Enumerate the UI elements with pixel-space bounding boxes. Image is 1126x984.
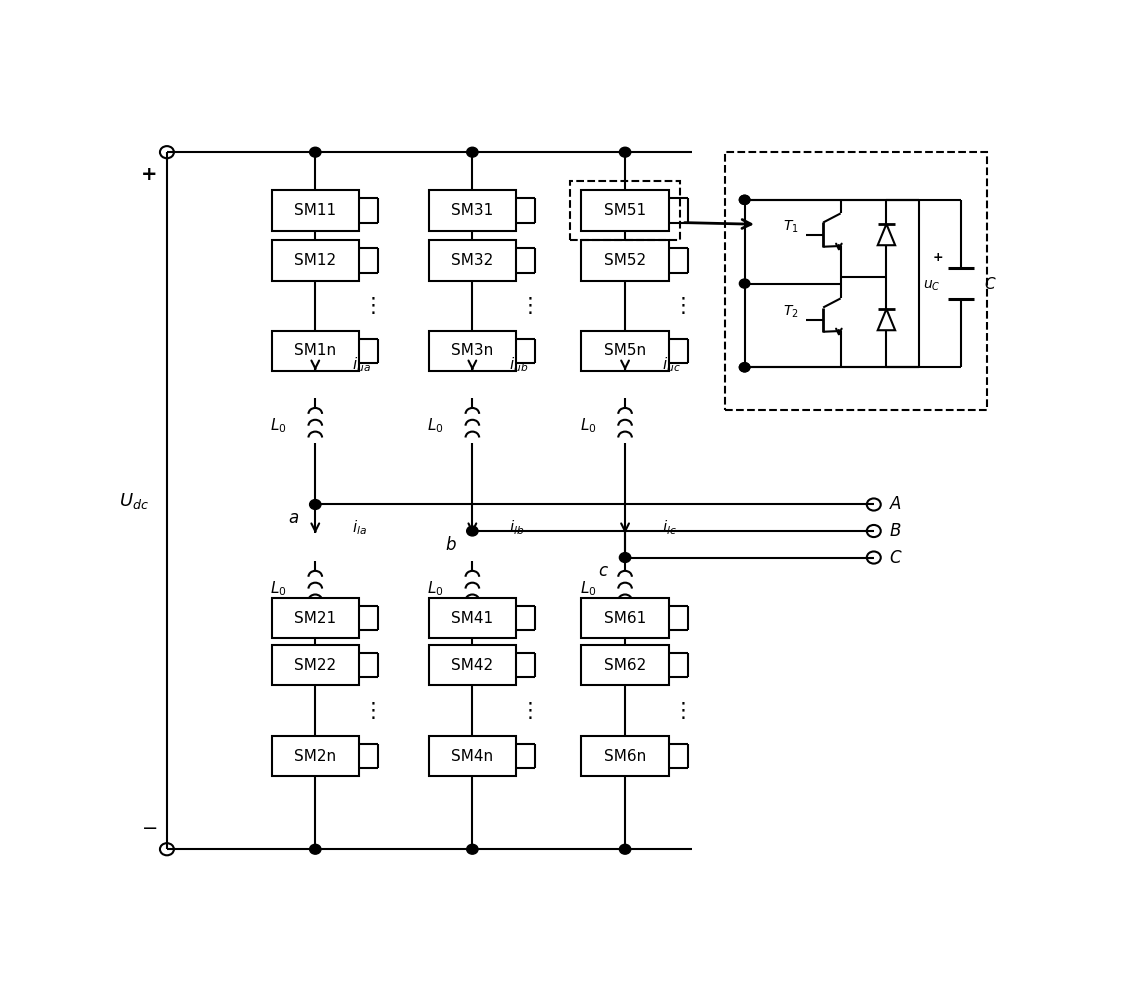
Text: $C$: $C$: [983, 276, 997, 291]
Circle shape: [310, 148, 321, 157]
Text: $L_0$: $L_0$: [270, 580, 287, 598]
Text: +: +: [141, 165, 158, 184]
Text: ⋮: ⋮: [363, 295, 383, 316]
Text: $L_0$: $L_0$: [580, 416, 597, 435]
Bar: [581, 240, 669, 280]
Circle shape: [740, 195, 750, 205]
Bar: [581, 598, 669, 639]
Bar: [429, 598, 516, 639]
Text: $i_{uc}$: $i_{uc}$: [662, 356, 680, 375]
Text: +: +: [932, 251, 942, 264]
Text: ⋮: ⋮: [672, 295, 694, 316]
Text: $B$: $B$: [890, 523, 902, 540]
Bar: [570, 181, 680, 240]
Text: SM22: SM22: [294, 657, 337, 673]
Bar: [581, 646, 669, 685]
Text: $i_{la}$: $i_{la}$: [352, 519, 367, 537]
Text: SM61: SM61: [604, 611, 646, 626]
Circle shape: [740, 363, 750, 372]
Text: SM31: SM31: [452, 203, 493, 218]
Text: $a$: $a$: [288, 509, 300, 527]
Text: SM6n: SM6n: [604, 749, 646, 764]
Bar: [429, 331, 516, 371]
Bar: [429, 646, 516, 685]
Text: $b$: $b$: [445, 535, 457, 554]
Text: SM12: SM12: [294, 253, 337, 268]
Bar: [429, 240, 516, 280]
Text: $L_0$: $L_0$: [428, 416, 444, 435]
Bar: [271, 191, 359, 230]
Circle shape: [619, 148, 631, 157]
Text: $i_{lb}$: $i_{lb}$: [509, 519, 525, 537]
Text: $L_0$: $L_0$: [428, 580, 444, 598]
Circle shape: [466, 526, 479, 536]
Text: $-$: $-$: [142, 817, 158, 836]
Bar: [271, 240, 359, 280]
Text: SM52: SM52: [604, 253, 646, 268]
Text: $T_2$: $T_2$: [783, 304, 798, 320]
Text: $C$: $C$: [888, 548, 902, 567]
Text: SM32: SM32: [452, 253, 493, 268]
Text: SM2n: SM2n: [294, 749, 337, 764]
Text: SM3n: SM3n: [452, 343, 493, 358]
Bar: [581, 191, 669, 230]
Text: SM62: SM62: [604, 657, 646, 673]
Text: $i_{ub}$: $i_{ub}$: [509, 356, 528, 375]
Text: $A$: $A$: [890, 496, 902, 514]
Bar: [725, 153, 988, 409]
Text: $u_C$: $u_C$: [923, 278, 941, 293]
Text: ⋮: ⋮: [519, 701, 540, 720]
Circle shape: [619, 844, 631, 854]
Text: $c$: $c$: [598, 562, 609, 581]
Circle shape: [740, 195, 750, 205]
Text: $i_{lc}$: $i_{lc}$: [662, 519, 677, 537]
Circle shape: [466, 148, 479, 157]
Circle shape: [619, 553, 631, 563]
Text: $T_1$: $T_1$: [783, 218, 798, 235]
Circle shape: [740, 279, 750, 288]
Circle shape: [466, 844, 479, 854]
Bar: [271, 736, 359, 776]
Text: $L_0$: $L_0$: [270, 416, 287, 435]
Circle shape: [740, 363, 750, 372]
Bar: [581, 331, 669, 371]
Bar: [429, 736, 516, 776]
Bar: [271, 331, 359, 371]
Text: $L_0$: $L_0$: [580, 580, 597, 598]
Text: $i_{ua}$: $i_{ua}$: [352, 356, 370, 375]
Bar: [429, 191, 516, 230]
Circle shape: [310, 844, 321, 854]
Text: SM51: SM51: [604, 203, 646, 218]
Text: $U_{dc}$: $U_{dc}$: [119, 491, 149, 511]
Text: SM11: SM11: [294, 203, 337, 218]
Text: SM41: SM41: [452, 611, 493, 626]
Text: ⋮: ⋮: [519, 295, 540, 316]
Bar: [581, 736, 669, 776]
Text: ⋮: ⋮: [672, 701, 694, 720]
Text: SM4n: SM4n: [452, 749, 493, 764]
Text: ⋮: ⋮: [363, 701, 383, 720]
Text: SM21: SM21: [294, 611, 337, 626]
Text: SM1n: SM1n: [294, 343, 337, 358]
Bar: [271, 646, 359, 685]
Text: SM5n: SM5n: [604, 343, 646, 358]
Text: SM42: SM42: [452, 657, 493, 673]
Bar: [271, 598, 359, 639]
Circle shape: [310, 500, 321, 510]
